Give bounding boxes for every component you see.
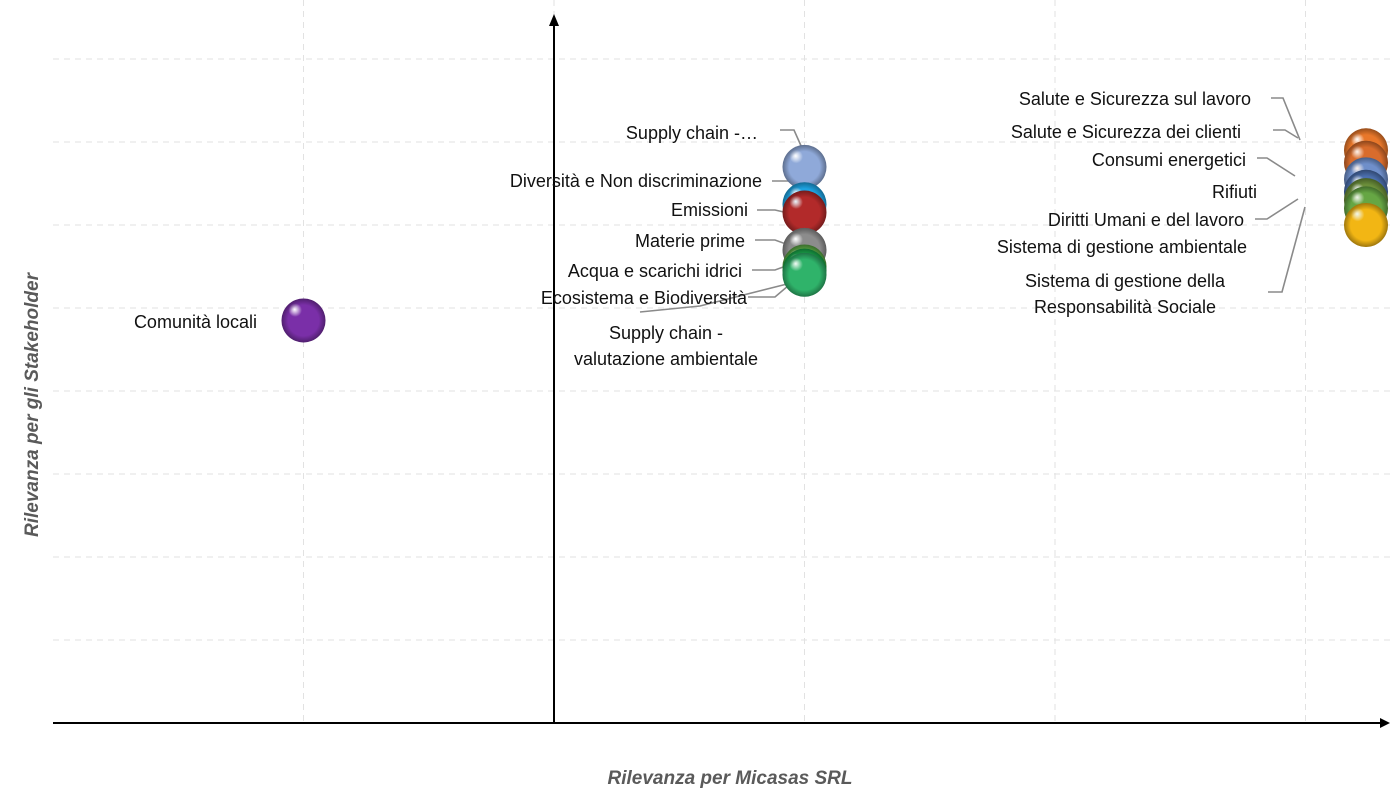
point-label: Sistema di gestione della Responsabilità … xyxy=(1025,271,1226,317)
x-axis-arrow xyxy=(1380,718,1390,728)
x-axis-title: Rilevanza per Micasas SRL xyxy=(608,768,853,789)
point-label: Diritti Umani e del lavoro xyxy=(1048,210,1244,230)
y-axis-arrow xyxy=(549,14,559,26)
point-label: Emissioni xyxy=(671,200,748,220)
data-point-shade xyxy=(782,190,827,235)
point-layer xyxy=(281,128,1388,343)
point-label: Salute e Sicurezza sul lavoro xyxy=(1019,89,1251,109)
data-point-shade xyxy=(281,298,326,343)
point-label: Diversità e Non discriminazione xyxy=(510,171,762,191)
label-leader-line xyxy=(1273,129,1299,139)
data-point-shade xyxy=(1344,203,1388,247)
point-label: Ecosistema e Biodiversità xyxy=(541,288,748,308)
axes-layer xyxy=(53,14,1390,728)
point-label: Comunità locali xyxy=(134,312,257,332)
point-label: Supply chain -… xyxy=(626,123,758,143)
data-point-shade xyxy=(782,252,827,297)
data-point-shade xyxy=(782,144,827,189)
label-leader-line xyxy=(780,129,803,149)
point-label: Salute e Sicurezza dei clienti xyxy=(1011,122,1241,142)
y-axis-title: Rilevanza per gli Stakeholder xyxy=(22,271,43,537)
point-label: Rifiuti xyxy=(1212,182,1257,202)
label-leader-line xyxy=(639,281,796,313)
label-layer: Comunità locali Supply chain -… Diversità … xyxy=(134,89,1257,369)
label-leader-line xyxy=(1271,97,1301,141)
point-label: Consumi energetici xyxy=(1092,150,1246,170)
label-leader-line xyxy=(1257,157,1296,177)
point-label: Acqua e scarichi idrici xyxy=(568,261,742,281)
point-label: Materie prime xyxy=(635,231,745,251)
point-label: Supply chain -valutazione ambientale xyxy=(574,323,758,369)
label-leader-line xyxy=(1268,206,1306,293)
grid-layer xyxy=(53,0,1390,723)
label-leader-line xyxy=(1255,198,1299,220)
point-label: Sistema di gestione ambientale xyxy=(997,237,1247,257)
